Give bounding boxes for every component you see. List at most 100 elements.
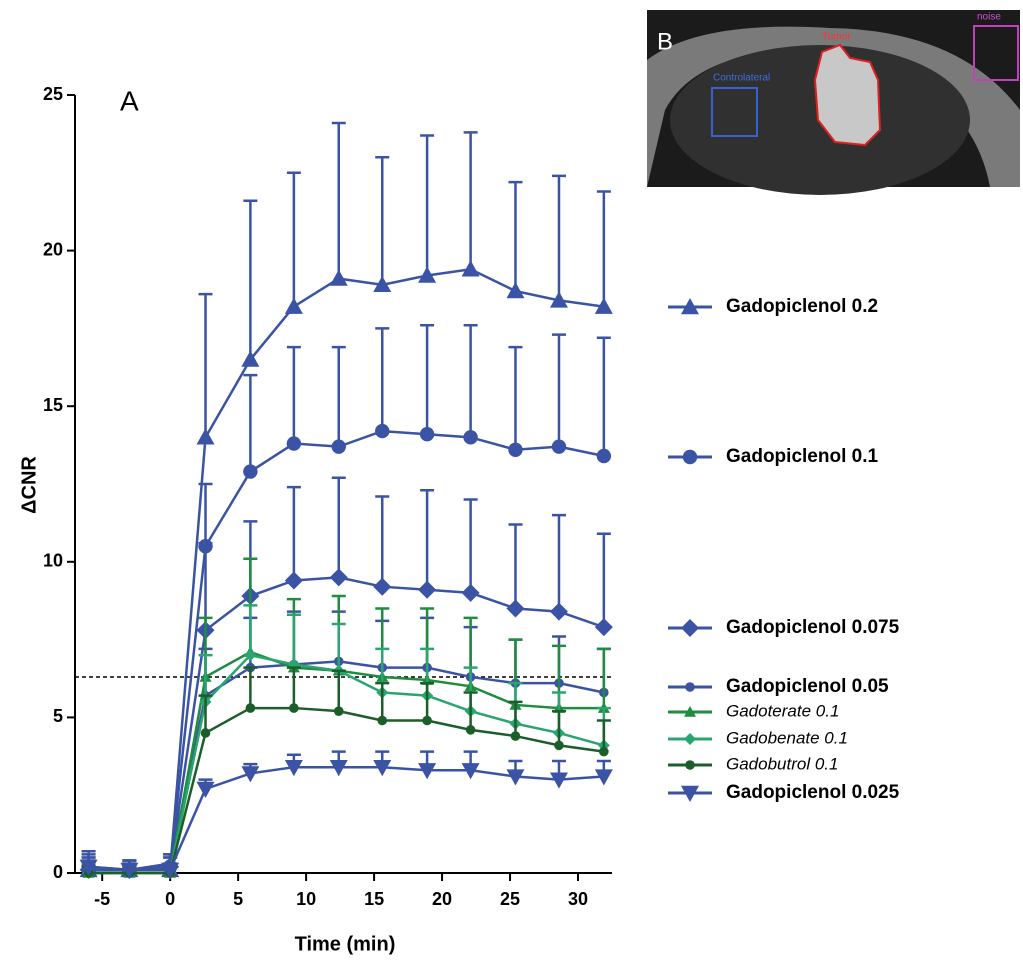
series-line — [88, 660, 605, 872]
error-bar — [420, 324, 435, 435]
error-bar — [596, 719, 611, 752]
marker — [549, 291, 568, 308]
error-bar — [596, 647, 611, 709]
error-bar — [463, 498, 478, 593]
y-tick-label: 5 — [53, 706, 63, 726]
error-bar — [331, 121, 346, 279]
error-bar — [286, 485, 301, 581]
error-bar — [286, 666, 301, 709]
marker — [463, 430, 478, 445]
marker — [549, 772, 568, 789]
error-bar — [420, 134, 435, 276]
error-bar — [375, 681, 390, 721]
marker — [377, 715, 388, 726]
legend-label: Gadopiclenol 0.05 — [726, 676, 889, 697]
series — [81, 666, 611, 878]
marker — [599, 746, 609, 757]
marker — [79, 859, 98, 876]
error-bar — [331, 345, 346, 447]
error-bar — [243, 373, 258, 472]
marker — [241, 766, 260, 783]
error-bar — [243, 199, 258, 360]
x-tick-label: 10 — [296, 889, 316, 909]
legend-label: Gadobutrol 0.1 — [726, 754, 838, 773]
marker — [284, 759, 303, 777]
error-bar — [286, 171, 301, 307]
skull — [647, 26, 1020, 187]
error-bar — [508, 180, 523, 292]
legend-marker — [681, 619, 699, 637]
x-tick-label: 5 — [233, 889, 243, 909]
x-tick-label: 20 — [432, 889, 452, 909]
error-bar — [243, 666, 258, 709]
error-bar — [596, 190, 611, 307]
marker — [331, 439, 346, 454]
marker — [196, 781, 215, 798]
legend-marker — [681, 298, 699, 315]
marker — [508, 442, 523, 457]
legend-label: Gadopiclenol 0.025 — [726, 782, 900, 803]
error-bar — [551, 709, 566, 746]
marker — [594, 769, 613, 786]
x-tick-label: -5 — [94, 889, 110, 909]
y-axis-label: ΔCNR — [18, 456, 40, 514]
marker — [243, 464, 258, 479]
x-tick-label: 30 — [568, 889, 588, 909]
error-bar — [596, 336, 611, 456]
series — [79, 121, 613, 878]
marker — [373, 759, 392, 777]
error-bar — [375, 155, 390, 285]
contralateral-roi — [711, 87, 758, 137]
error-bar — [375, 327, 390, 432]
marker — [329, 568, 348, 587]
marker — [419, 427, 435, 442]
marker — [329, 759, 348, 777]
panel-label: A — [120, 85, 139, 116]
marker — [461, 583, 480, 602]
series-line — [88, 429, 605, 872]
marker — [333, 706, 344, 716]
error-bar — [243, 604, 258, 656]
error-bar — [463, 131, 478, 270]
error-bar — [420, 488, 435, 590]
noise-roi — [973, 25, 1019, 81]
series — [79, 476, 613, 879]
legend-label: Gadoterate 0.1 — [726, 701, 839, 720]
roi-label: Controlateral — [713, 73, 770, 84]
error-bar — [198, 694, 213, 733]
marker — [120, 862, 139, 879]
x-tick-label: 0 — [165, 889, 175, 909]
series-line — [88, 576, 605, 872]
marker — [418, 763, 437, 780]
marker — [200, 728, 211, 738]
error-bar — [508, 700, 523, 737]
y-tick-label: 15 — [43, 395, 63, 415]
inset-panel-label: B — [657, 28, 673, 55]
series — [81, 324, 612, 878]
legend-label: Gadopiclenol 0.1 — [726, 446, 878, 467]
marker — [554, 740, 564, 751]
error-bar — [508, 523, 523, 609]
error-bar — [420, 681, 435, 721]
marker — [286, 436, 302, 451]
legend-marker — [682, 449, 698, 465]
x-tick-label: 15 — [364, 889, 384, 909]
error-bar — [331, 476, 346, 578]
y-tick-label: 20 — [43, 239, 63, 259]
marker — [161, 862, 180, 879]
error-bar — [198, 482, 213, 547]
series — [79, 750, 613, 879]
marker — [196, 428, 215, 445]
error-bar — [463, 324, 478, 438]
y-tick-label: 0 — [53, 862, 63, 882]
legend-marker — [684, 733, 696, 745]
error-bar — [286, 613, 301, 665]
error-bar — [551, 174, 566, 301]
marker — [418, 580, 437, 599]
error-bar — [198, 653, 213, 702]
y-tick-label: 10 — [43, 551, 63, 571]
marker — [465, 725, 476, 735]
series — [81, 604, 611, 879]
error-bar — [375, 495, 390, 587]
